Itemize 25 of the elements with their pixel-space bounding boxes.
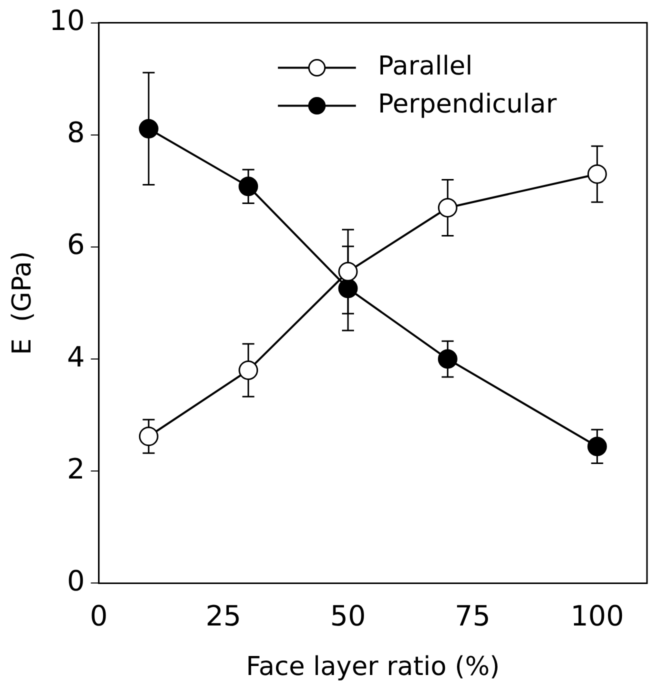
x-tick-label: 25 [206,599,242,632]
y-tick-label: 6 [67,228,85,262]
y-tick-label: 8 [67,116,85,150]
y-tick-label: 2 [67,452,85,486]
x-tick-label: 0 [90,599,108,632]
x-tick-label: 75 [454,599,490,632]
y-axis-title: E (GPa) [7,251,38,355]
y-tick-label: 10 [49,4,85,38]
point [338,278,358,298]
point [238,176,258,196]
point [438,349,458,369]
legend-label: Perpendicular [378,90,557,120]
x-tick-label: 100 [570,599,624,632]
y-tick-label: 0 [67,564,85,598]
x-axis-title: Face layer ratio (%) [246,652,500,682]
x-tick-label: 50 [330,599,366,632]
point [338,262,358,282]
point [238,360,258,380]
point [587,164,607,184]
legend-label: Parallel [378,52,473,82]
point [138,426,158,446]
point [587,436,607,456]
y-tick-label: 4 [67,340,85,374]
point [138,118,158,138]
point [438,198,458,218]
